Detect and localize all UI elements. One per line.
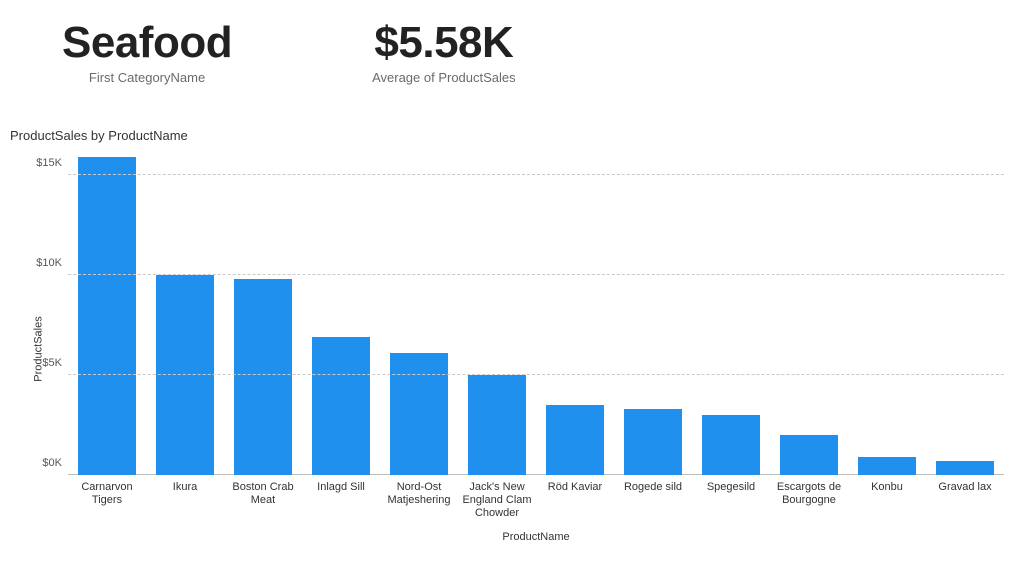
gridline — [68, 374, 1004, 375]
gridline — [68, 274, 1004, 275]
bar[interactable] — [78, 157, 136, 475]
dashboard-page: Seafood First CategoryName $5.58K Averag… — [0, 0, 1024, 571]
bar-slot — [770, 155, 848, 475]
x-tick-label: Röd Kaviar — [536, 481, 614, 521]
bar[interactable] — [546, 405, 604, 475]
x-axis-title: ProductName — [68, 531, 1004, 543]
bar-slot — [146, 155, 224, 475]
x-tick-label: Konbu — [848, 481, 926, 521]
bar-slot — [926, 155, 1004, 475]
bar-slot — [614, 155, 692, 475]
y-tick-label: $10K — [36, 257, 62, 269]
x-tick-label: Rogede sild — [614, 481, 692, 521]
y-tick-label: $15K — [36, 157, 62, 169]
x-tick-label: Jack's New England Clam Chowder — [458, 481, 536, 521]
bar-slot — [302, 155, 380, 475]
bar[interactable] — [702, 415, 760, 475]
kpi-category-value: Seafood — [62, 18, 232, 68]
kpi-row: Seafood First CategoryName $5.58K Averag… — [0, 0, 1024, 85]
chart-body: ProductSales $0K$5K$10K$15K Carnarvon Ti… — [10, 149, 1014, 549]
x-tick-label: Escargots de Bourgogne — [770, 481, 848, 521]
x-tick-label: Spegesild — [692, 481, 770, 521]
x-tick-label: Nord-Ost Matjeshering — [380, 481, 458, 521]
kpi-category-label: First CategoryName — [89, 70, 205, 85]
x-tick-label: Gravad lax — [926, 481, 1004, 521]
bar-slot — [536, 155, 614, 475]
chart-section: ProductSales by ProductName ProductSales… — [10, 128, 1014, 558]
gridline — [68, 174, 1004, 175]
x-tick-label: Carnarvon Tigers — [68, 481, 146, 521]
bar[interactable] — [936, 461, 994, 475]
chart-bars — [68, 155, 1004, 475]
bar-slot — [380, 155, 458, 475]
bar[interactable] — [624, 409, 682, 475]
bar[interactable] — [234, 279, 292, 475]
kpi-average: $5.58K Average of ProductSales — [372, 18, 516, 85]
x-tick-label: Ikura — [146, 481, 224, 521]
kpi-average-value: $5.58K — [374, 18, 513, 68]
bar-slot — [692, 155, 770, 475]
bar[interactable] — [858, 457, 916, 475]
bar[interactable] — [780, 435, 838, 475]
x-tick-label: Boston Crab Meat — [224, 481, 302, 521]
kpi-average-label: Average of ProductSales — [372, 70, 516, 85]
y-tick-label: $0K — [42, 457, 62, 469]
bar-slot — [224, 155, 302, 475]
y-axis-label: ProductSales — [33, 316, 45, 381]
x-axis-labels: Carnarvon TigersIkuraBoston Crab MeatInl… — [68, 481, 1004, 521]
chart-title: ProductSales by ProductName — [10, 128, 1014, 143]
kpi-category: Seafood First CategoryName — [62, 18, 232, 85]
x-tick-label: Inlagd Sill — [302, 481, 380, 521]
bar[interactable] — [390, 353, 448, 475]
bar-slot — [458, 155, 536, 475]
y-tick-label: $5K — [42, 357, 62, 369]
bar[interactable] — [156, 275, 214, 475]
bar[interactable] — [468, 375, 526, 475]
bar-slot — [68, 155, 146, 475]
bar[interactable] — [312, 337, 370, 475]
chart-plot: $0K$5K$10K$15K — [68, 155, 1004, 475]
bar-slot — [848, 155, 926, 475]
